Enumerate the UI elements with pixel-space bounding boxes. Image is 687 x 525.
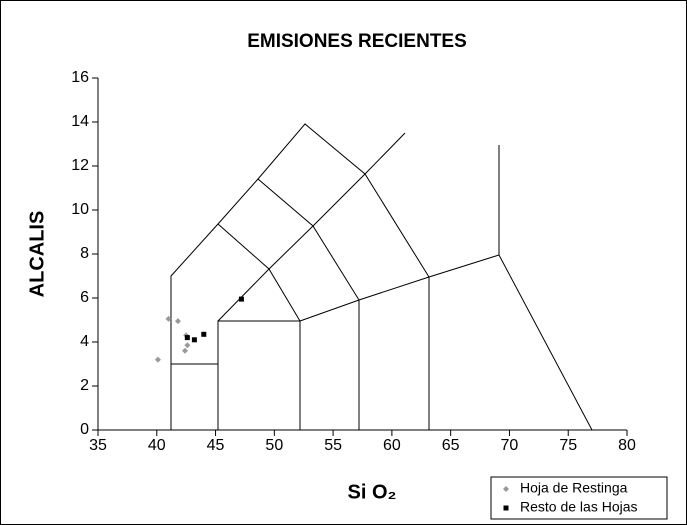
point	[238, 296, 244, 302]
y-tick-label: 12	[71, 157, 89, 174]
x-tick-label: 55	[324, 437, 342, 454]
point	[154, 356, 161, 363]
point	[201, 331, 207, 337]
x-tick-label: 40	[148, 437, 166, 454]
field-line	[299, 276, 430, 322]
x-tick-label: 75	[559, 437, 577, 454]
points	[154, 296, 244, 363]
field-line	[257, 178, 360, 430]
y-axis-label: ALCALIS	[26, 211, 48, 298]
x-tick-label: 45	[207, 437, 225, 454]
x-tick-label: 80	[618, 437, 636, 454]
x-tick-label: 70	[501, 437, 519, 454]
field-line	[217, 132, 406, 322]
point	[191, 337, 197, 343]
legend-label: Hoja de Restinga	[520, 480, 628, 496]
point	[184, 342, 191, 349]
y-tick-label: 16	[71, 69, 89, 86]
x-tick-label: 35	[89, 437, 107, 454]
legend-swatch	[503, 486, 509, 492]
point	[165, 315, 172, 322]
y-tick-label: 14	[71, 113, 89, 130]
legend: Hoja de Restinga Resto de las Hojas	[503, 480, 638, 515]
y-tick-label: 0	[80, 421, 89, 438]
field-line	[217, 320, 301, 430]
field-line	[170, 123, 430, 430]
y-tick-label: 10	[71, 201, 89, 218]
y-tick-label: 8	[80, 245, 89, 262]
x-tick-label: 50	[265, 437, 283, 454]
x-axis-label: Si O₂	[348, 481, 397, 503]
point	[181, 347, 188, 354]
y-tick-label: 4	[80, 333, 89, 350]
point	[184, 335, 190, 341]
tas-fields	[170, 123, 593, 431]
x-tick-label: 65	[442, 437, 460, 454]
legend-label: Resto de las Hojas	[520, 499, 638, 515]
y-tick-label: 6	[80, 289, 89, 306]
chart-title: EMISIONES RECIENTES	[247, 31, 467, 52]
x-tick-label: 60	[383, 437, 401, 454]
legend-box	[490, 476, 668, 520]
axes: 35 40 45 50 55 60 65 70 75 80 0 2 4 6 8 10 12 14 16	[71, 69, 636, 454]
legend-swatch	[503, 505, 509, 511]
point	[174, 318, 181, 325]
y-tick-label: 2	[80, 377, 89, 394]
